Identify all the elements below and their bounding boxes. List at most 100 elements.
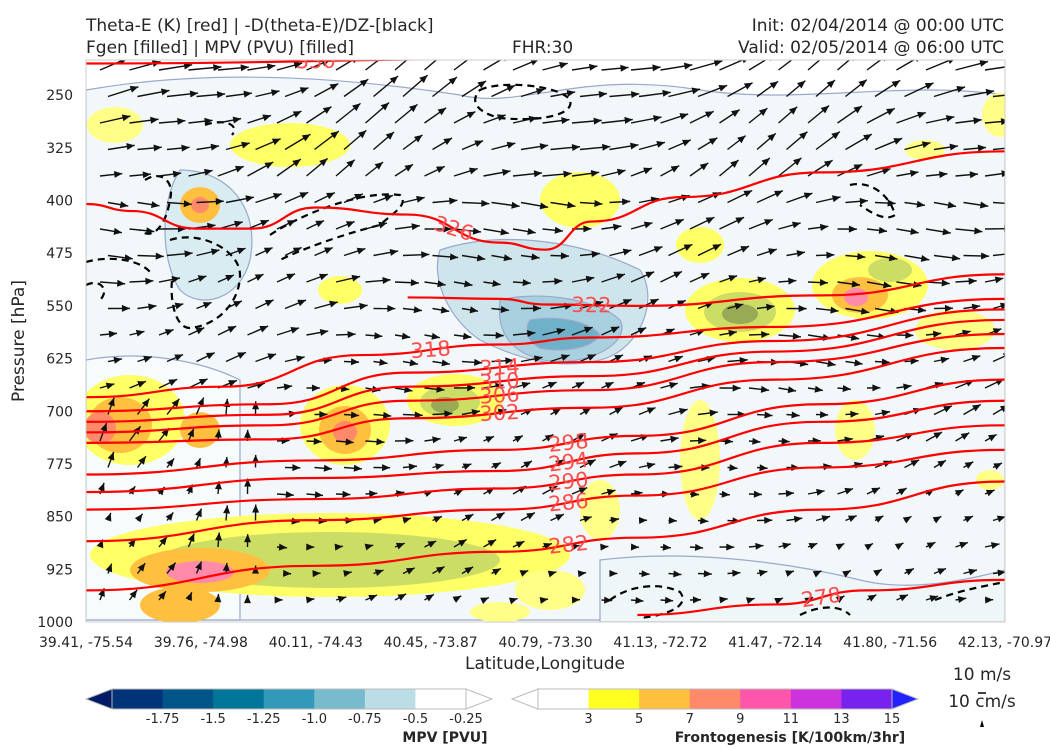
x-tick-label: 42.13, -70.97 (958, 635, 1050, 651)
wind-vector-head (985, 596, 994, 604)
wind-vector-head (670, 435, 679, 443)
wind-vector-head (673, 570, 682, 578)
wind-vector-head (411, 49, 419, 57)
wind-vector-head (105, 563, 113, 573)
wind-vector-head (782, 542, 791, 550)
wind-vector-head (487, 539, 497, 547)
wind-vector-head (492, 568, 501, 576)
wind-vector-head (273, 193, 282, 200)
theta-e-contour-line (86, 346, 1005, 444)
wind-vector-head (588, 63, 598, 71)
theta-e-contour-label: 302 (479, 400, 520, 426)
wind-vector-head (954, 489, 964, 497)
wind-vector-head (527, 330, 536, 338)
wind-vector-head (452, 595, 462, 603)
wind-vector-head (404, 164, 414, 172)
wind-vector-head (1008, 250, 1016, 257)
wind-vector-head (974, 227, 983, 235)
wind-vector-head (999, 405, 1005, 413)
wind-vector-head (882, 281, 892, 289)
wind-vector-head (676, 300, 686, 307)
theta-e-contour-label: 282 (547, 531, 589, 559)
wind-vector-head (215, 532, 223, 541)
wind-vector-head (402, 517, 412, 524)
wind-vector-head (449, 253, 459, 261)
wind-vector-head (621, 198, 631, 206)
wind-vector-head (167, 562, 176, 572)
wind-vector-head (262, 114, 272, 122)
title-line-1: Theta-E (K) [red] | -D(theta-E)/DZ-[blac… (86, 16, 434, 36)
wind-vector-head (292, 159, 301, 167)
wind-vector-head (416, 195, 425, 203)
wind-vector-head (405, 567, 415, 575)
wind-vector (992, 304, 1005, 310)
wind-vector-head (409, 104, 418, 113)
wind-vector-head (924, 82, 934, 90)
theta-e-contour-line (637, 578, 1005, 617)
wind-vector-head (556, 327, 566, 335)
wind-vector-head (458, 539, 467, 547)
wind-vector-head (343, 570, 352, 577)
wind-vector-head (899, 594, 908, 602)
theta-e-contour-label: 306 (479, 382, 520, 408)
wind-vector-head (181, 144, 190, 152)
wind-vector-head (583, 326, 593, 334)
wind-vector-head (734, 302, 744, 310)
wind-vector-head (638, 516, 648, 524)
wind-vector-head (578, 487, 588, 494)
wind-vector-head (337, 595, 347, 603)
wind-vector-head (433, 516, 442, 523)
wind-vector-head (254, 274, 264, 281)
wind-vector-head (791, 411, 800, 419)
wind-vector-head (960, 432, 970, 440)
wind-vector-head (905, 568, 914, 576)
frontogenesis-colorbar-tick: 7 (686, 712, 694, 727)
wind-vector-head (774, 598, 783, 605)
wind-vector-head (700, 517, 709, 525)
wind-vector-head (757, 276, 766, 284)
wind-vector-head (902, 516, 912, 524)
wind-vector-head (793, 515, 803, 523)
wind-vector-head (197, 275, 207, 282)
x-axis-label: Latitude,Longitude (465, 654, 625, 674)
wind-vector-head (311, 384, 320, 392)
wind-vector-head (819, 411, 829, 419)
wind-vector-head (252, 504, 260, 513)
colorbar-segment (213, 689, 265, 709)
wind-vector-head (535, 88, 545, 95)
wind-vector-head (859, 197, 868, 205)
theta-e-contour-line (86, 60, 457, 65)
wind-vector-head (932, 516, 942, 524)
colorbar-arrow-right (465, 688, 494, 710)
wind-vector-head (467, 384, 476, 392)
wind-vector-head (682, 139, 691, 147)
wind-vector-head (910, 459, 920, 467)
y-axis-ticks: 250 325 400 475 550 625 700 775 850 925 1000 (37, 88, 73, 631)
wind-vector-head (297, 299, 307, 307)
wind-vector-head (166, 458, 175, 467)
wind-vector-head (994, 276, 1004, 284)
wind-vector-head (382, 277, 391, 284)
wind-vector-head (768, 248, 777, 255)
wind-vector-head (606, 488, 616, 496)
wind-vector-head (413, 306, 423, 314)
wind-vector-head (202, 302, 212, 309)
wind-vector-head (444, 410, 453, 418)
wind-vector-head (598, 90, 607, 98)
colorbar-segment (314, 689, 366, 709)
wind-vector-head (100, 423, 108, 432)
wind-vector-head (374, 332, 383, 340)
wind-vector-head (437, 107, 447, 116)
wind-vector (719, 60, 745, 71)
wind-vector-head (683, 62, 693, 70)
wind-vector-head (240, 64, 249, 72)
y-axis-label: Pressure [hPa] (9, 280, 29, 402)
wind-vector-head (670, 165, 680, 173)
wind-vector-head (323, 464, 332, 472)
y-tick-label: 250 (46, 88, 73, 104)
wind-vector (925, 60, 953, 71)
wind-vector-head (104, 512, 112, 522)
wind-vector-head (387, 305, 396, 313)
wind-vector-head (495, 512, 505, 520)
wind-vector-head (274, 596, 283, 604)
